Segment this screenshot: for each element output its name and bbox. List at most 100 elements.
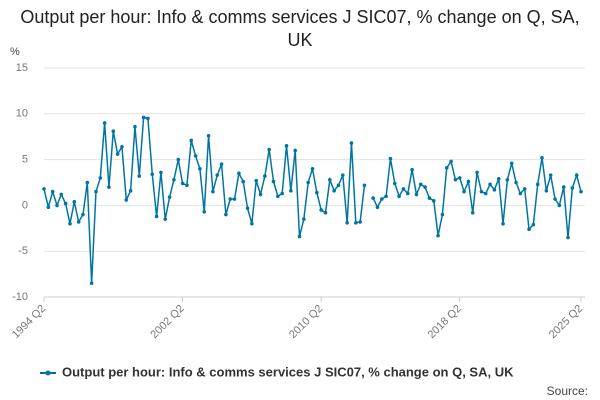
- point: [81, 212, 85, 217]
- point: [574, 173, 579, 177]
- y-tick-label: 0: [22, 199, 28, 211]
- point: [89, 281, 94, 286]
- point: [349, 141, 354, 145]
- point: [579, 189, 583, 194]
- point: [55, 203, 59, 208]
- point: [115, 152, 120, 156]
- point: [336, 183, 341, 188]
- point: [107, 185, 111, 189]
- point: [401, 187, 406, 191]
- point: [289, 188, 293, 193]
- point: [548, 173, 553, 177]
- point: [470, 210, 475, 215]
- point: [280, 191, 284, 196]
- point: [462, 189, 466, 194]
- point: [306, 180, 310, 185]
- point: [440, 212, 445, 217]
- point: [193, 154, 198, 158]
- y-tick-label: -5: [18, 245, 28, 257]
- point: [518, 191, 523, 196]
- point: [215, 173, 220, 177]
- point: [111, 129, 116, 134]
- point: [397, 194, 401, 199]
- series-line: [372, 157, 582, 238]
- point: [167, 195, 172, 199]
- point: [72, 199, 77, 204]
- x-tick-label: 2010 Q2: [287, 303, 325, 341]
- point: [232, 197, 237, 201]
- point: [50, 189, 55, 194]
- point: [258, 192, 263, 197]
- point: [94, 189, 98, 194]
- point: [405, 191, 410, 196]
- x-tick-label: 1994 Q2: [10, 303, 48, 341]
- point: [379, 197, 384, 201]
- point: [146, 116, 150, 121]
- point: [68, 221, 72, 226]
- point: [388, 156, 393, 161]
- point: [271, 179, 276, 184]
- x-tick-label: 2002 Q2: [148, 303, 186, 341]
- point: [375, 205, 380, 210]
- point: [384, 194, 388, 199]
- point: [479, 189, 484, 194]
- point: [561, 185, 566, 189]
- point: [496, 177, 501, 181]
- point: [475, 170, 479, 175]
- point: [237, 171, 241, 176]
- y-tick-label: 10: [16, 108, 28, 120]
- point: [42, 187, 46, 191]
- source: Source:: [547, 384, 588, 398]
- point: [211, 189, 215, 194]
- point: [431, 199, 436, 203]
- point: [392, 181, 397, 186]
- point: [128, 188, 133, 193]
- x-tick-label: 2018 Q2: [426, 303, 464, 341]
- point: [315, 190, 319, 195]
- point: [328, 177, 332, 182]
- point: [310, 166, 315, 171]
- point: [219, 162, 224, 166]
- point: [76, 220, 81, 224]
- point: [254, 178, 259, 183]
- point: [570, 186, 575, 190]
- point: [150, 172, 155, 177]
- point: [457, 176, 462, 180]
- point: [492, 188, 497, 192]
- point: [345, 221, 349, 225]
- point: [133, 124, 137, 129]
- point: [332, 188, 336, 193]
- point: [276, 194, 280, 199]
- point: [284, 144, 289, 148]
- point: [202, 210, 207, 214]
- point: [362, 183, 367, 188]
- point: [98, 176, 103, 180]
- point: [141, 115, 146, 120]
- point: [531, 222, 536, 227]
- point: [354, 221, 358, 225]
- point: [159, 170, 163, 175]
- point: [488, 182, 492, 187]
- point: [410, 167, 414, 172]
- point: [120, 144, 124, 149]
- point: [185, 183, 189, 188]
- point: [224, 212, 228, 217]
- point: [436, 233, 440, 238]
- point: [444, 166, 449, 170]
- point: [172, 177, 176, 182]
- point: [453, 177, 458, 182]
- point: [423, 185, 427, 189]
- point: [501, 221, 505, 226]
- point: [198, 166, 202, 171]
- point: [189, 138, 194, 143]
- point: [124, 198, 129, 202]
- point: [176, 157, 181, 162]
- point: [241, 179, 246, 184]
- point: [137, 174, 142, 178]
- legend-marker: [45, 370, 51, 376]
- point: [540, 155, 544, 160]
- y-axis-label: %: [10, 46, 20, 58]
- point: [59, 192, 64, 197]
